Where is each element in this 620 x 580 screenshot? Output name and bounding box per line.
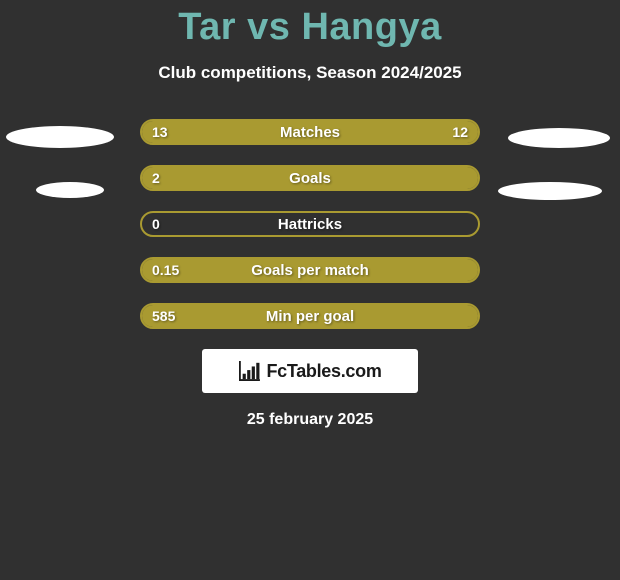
stat-value-right: 12: [452, 124, 468, 140]
stat-value-left: 13: [152, 124, 168, 140]
stats-area: Matches13 12 Goals2 Hattricks0 Goals per mat…: [0, 119, 620, 329]
stat-label: Goals per match: [140, 262, 480, 279]
stat-value-left: 585: [152, 308, 175, 324]
date-label: 25 february 2025: [0, 411, 620, 429]
stat-label: Min per goal: [140, 308, 480, 325]
stat-value-left: 2: [152, 170, 160, 186]
stat-value-left: 0: [152, 216, 160, 232]
decorative-ellipse: [36, 182, 104, 198]
stat-label: Matches: [140, 124, 480, 141]
stat-value-left: 0.15: [152, 262, 179, 278]
stat-row: Goals per match0.15: [0, 257, 620, 283]
stat-row: Hattricks0: [0, 211, 620, 237]
stat-label: Goals: [140, 170, 480, 187]
stat-label: Hattricks: [140, 216, 480, 233]
stat-row: Min per goal585: [0, 303, 620, 329]
bar-chart-icon: [238, 361, 260, 381]
brand-name: FcTables.com: [266, 361, 381, 382]
decorative-ellipse: [498, 182, 602, 200]
decorative-ellipse: [508, 128, 610, 148]
brand-logo: FcTables.com: [202, 349, 418, 393]
page-title: Tar vs Hangya: [0, 6, 620, 49]
comparison-card: Tar vs Hangya Club competitions, Season …: [0, 0, 620, 429]
subtitle: Club competitions, Season 2024/2025: [0, 63, 620, 83]
decorative-ellipse: [6, 126, 114, 148]
